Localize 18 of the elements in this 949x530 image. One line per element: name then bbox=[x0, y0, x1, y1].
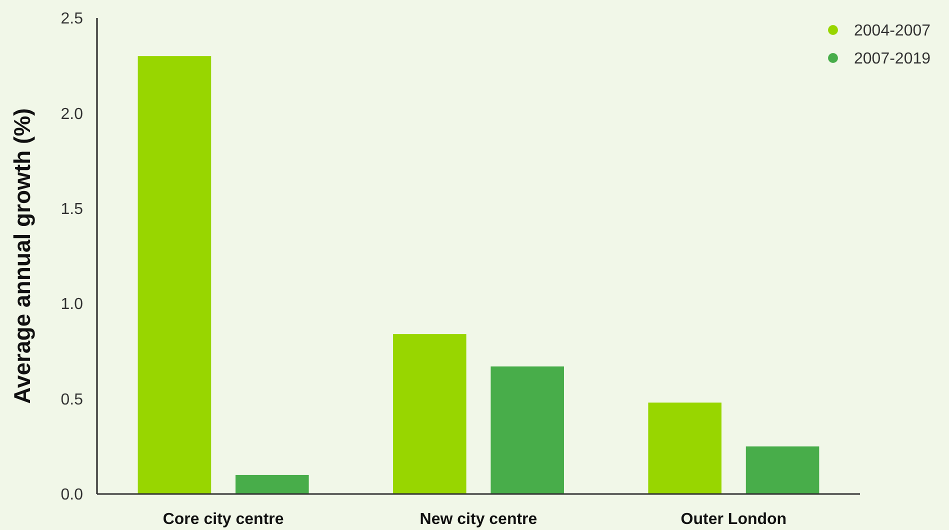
y-tick-label: 0.0 bbox=[60, 486, 84, 504]
bar bbox=[138, 56, 212, 494]
legend-label: 2004-2007 bbox=[854, 22, 931, 40]
y-tick-label: 1.5 bbox=[60, 201, 84, 218]
bar bbox=[648, 402, 722, 494]
x-tick-label: Core city centre bbox=[162, 511, 284, 528]
y-axis-title: Average annual growth (%) bbox=[9, 108, 35, 404]
bar bbox=[236, 474, 309, 494]
bar bbox=[393, 334, 466, 494]
y-tick-label: 2.5 bbox=[60, 10, 84, 28]
x-tick-label: Outer London bbox=[680, 511, 787, 528]
bar bbox=[746, 446, 820, 494]
y-tick-label: 0.5 bbox=[60, 391, 84, 408]
legend-label: 2007-2019 bbox=[854, 50, 931, 68]
y-tick-label: 2.0 bbox=[60, 106, 84, 123]
y-tick-label: 1.0 bbox=[60, 296, 84, 314]
x-tick-label: New city centre bbox=[420, 511, 538, 528]
bar bbox=[490, 366, 564, 494]
